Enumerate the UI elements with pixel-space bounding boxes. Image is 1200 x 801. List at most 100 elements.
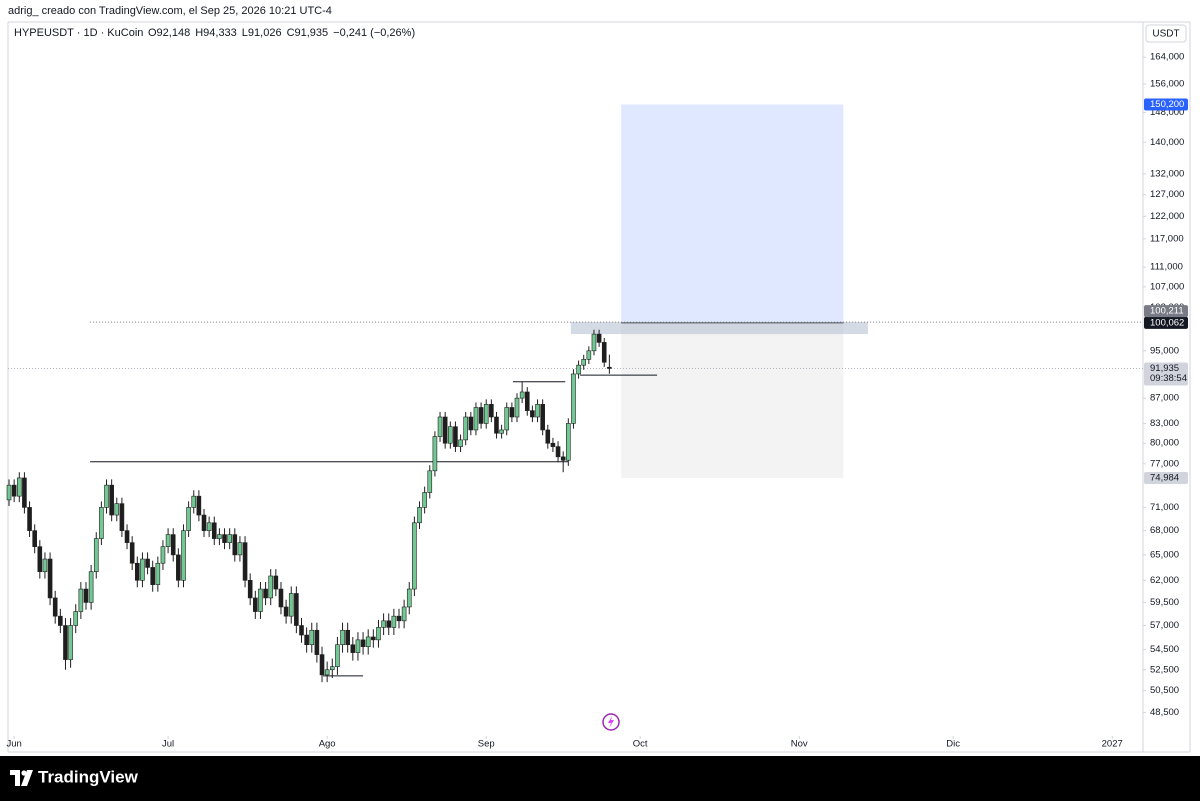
candle-body (535, 404, 540, 418)
candle-body (540, 404, 545, 431)
candle-body (371, 636, 376, 641)
candle-body (396, 615, 402, 622)
y-tick-label: 132,000 (1150, 168, 1184, 179)
candle-body (73, 611, 79, 626)
y-tick-label: 117,000 (1150, 233, 1184, 244)
candle-body (109, 484, 114, 516)
candle-body (283, 606, 289, 617)
candle-body (278, 588, 284, 608)
candle-body (401, 606, 407, 622)
candle-body (16, 477, 22, 497)
target-label-box (1144, 98, 1188, 111)
candle-body (494, 416, 499, 434)
candle-body (145, 558, 150, 568)
candle-body (545, 429, 551, 444)
countdown: 09:38:54 (1150, 373, 1187, 384)
candle-body (104, 484, 109, 508)
caption: adrig_ creado con TradingView.com, el Se… (8, 5, 332, 17)
candle-body (319, 654, 325, 676)
candle-body (530, 410, 535, 418)
y-tick-label: 50,500 (1150, 685, 1179, 696)
candle-body (550, 442, 556, 447)
entry-label-box (1144, 316, 1188, 329)
candle-body (160, 546, 166, 564)
x-tick-label: Nov (791, 739, 808, 750)
candle-body (555, 446, 561, 458)
candle-body (591, 333, 597, 352)
icon-circle (602, 713, 620, 731)
candle-body (586, 350, 592, 360)
candle-body (211, 522, 217, 539)
candle-body (499, 429, 504, 434)
candle-body (314, 629, 320, 655)
candle-body (406, 588, 412, 608)
logo-mark (21, 770, 33, 786)
candle-body (227, 534, 232, 543)
candle-body (268, 575, 274, 599)
zone-box (570, 322, 868, 335)
stop-box (621, 322, 844, 479)
candle-body (129, 542, 135, 564)
icon-bolt (608, 716, 614, 728)
candle-body (273, 575, 279, 590)
candle-body (237, 542, 243, 556)
y-tick-label: 48,500 (1150, 707, 1179, 718)
candle-body (150, 567, 155, 585)
candle-body (417, 507, 422, 524)
candle-body (58, 615, 63, 626)
candle-body (509, 407, 515, 418)
candle-body (478, 407, 484, 424)
candle-body (124, 530, 130, 543)
candle-body (206, 522, 212, 531)
candle-body (468, 416, 474, 431)
y-tick-label: 57,000 (1150, 620, 1179, 631)
candle-body (324, 669, 330, 676)
candle-body (140, 558, 145, 581)
candle-body (571, 373, 576, 424)
candle-body (135, 562, 140, 581)
candle-body (345, 629, 350, 646)
target-label: 150,200 (1150, 99, 1184, 110)
target-box (621, 104, 844, 323)
currency-box[interactable] (1145, 24, 1187, 43)
candle-body (201, 514, 207, 531)
candle-body (576, 364, 581, 375)
y-tick-label: 107,000 (1150, 281, 1184, 292)
candle-body (381, 620, 386, 628)
candle-body (222, 534, 227, 543)
logo-mark (10, 770, 20, 786)
y-tick-label: 140,000 (1150, 137, 1184, 148)
lightning-icon[interactable] (602, 713, 620, 731)
candle-body (473, 407, 479, 431)
candle-body (427, 470, 433, 493)
x-tick-label: Dic (946, 739, 960, 750)
brand: TradingView (38, 767, 139, 786)
candle-body (340, 629, 345, 646)
candle-body (88, 571, 94, 603)
candle-body (11, 484, 17, 497)
candle-body (519, 391, 525, 399)
candle-body (458, 439, 463, 447)
footer-bar (0, 756, 1200, 801)
stop-label: 74,984 (1150, 473, 1179, 484)
ohlc-value: O92,148 (148, 27, 190, 39)
x-tick-label: Jun (6, 739, 21, 750)
candle-body (42, 558, 48, 572)
candle-body (391, 615, 397, 628)
change: −0,241 (−0,26%) (333, 27, 415, 39)
candle-body (386, 620, 392, 628)
y-tick-label: 59,500 (1150, 597, 1179, 608)
y-tick-label: 127,000 (1150, 189, 1184, 200)
candle-body (299, 625, 304, 636)
symbol-legend: HYPEUSDT · 1D · KuCoin O92,148 H94,333 L91… (14, 27, 415, 39)
ohlc-value: L91,026 (242, 27, 282, 39)
plot-area (6, 104, 1143, 683)
y-tick-label: 77,000 (1150, 458, 1179, 469)
candle-body (329, 666, 335, 671)
candle-body (165, 534, 171, 547)
y-tick-label: 148,000 (1150, 107, 1184, 118)
candle-body (119, 503, 125, 531)
y-tick-label: 80,000 (1150, 438, 1179, 449)
